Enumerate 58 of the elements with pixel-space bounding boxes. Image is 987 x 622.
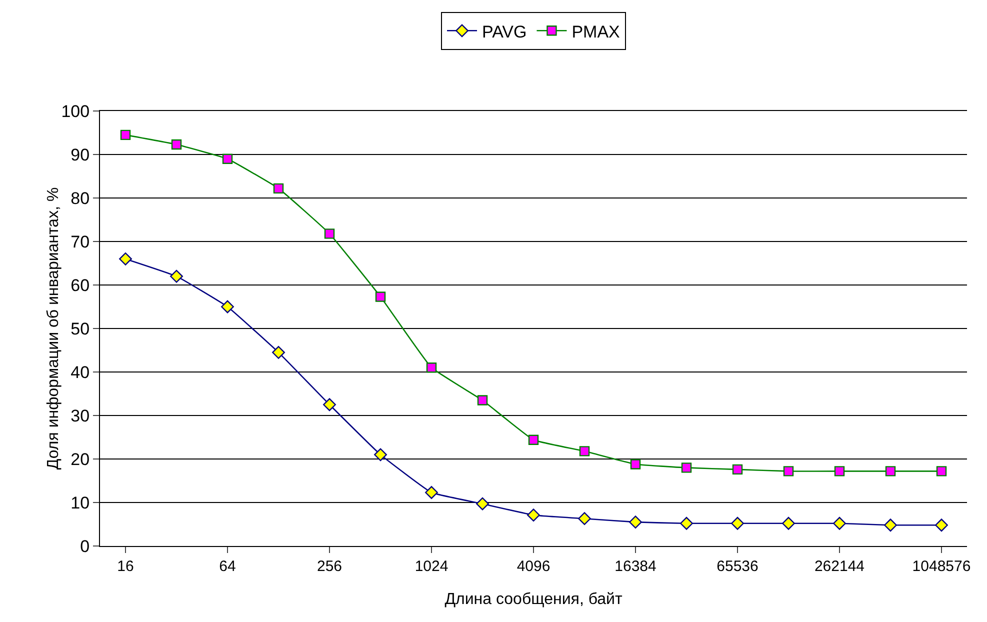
point [477, 395, 488, 406]
y-tick-label: 20 [70, 450, 90, 469]
x-tick-label: 4096 [516, 558, 550, 575]
point [374, 448, 387, 462]
y-tick-label: 40 [70, 362, 90, 382]
point [629, 516, 642, 529]
point [936, 466, 947, 476]
point [221, 300, 234, 314]
legend-label: PMAX [572, 22, 620, 42]
y-tick-label: 80 [70, 188, 90, 208]
point [375, 292, 386, 302]
x-tick-label: 16384 [614, 558, 656, 575]
point [273, 183, 284, 194]
y-tick-label: 90 [70, 145, 90, 164]
x-tick-label: 65536 [716, 558, 758, 575]
point [119, 252, 132, 266]
point [885, 466, 896, 476]
point [528, 434, 539, 445]
x-axis-title: Длина сообщения, байт [444, 591, 623, 608]
x-tick-label: 262144 [814, 558, 865, 575]
point [681, 462, 692, 473]
point [272, 346, 285, 359]
y-tick-label: 100 [61, 102, 90, 121]
point [782, 516, 795, 530]
point [732, 464, 743, 475]
y-tick-label: 70 [70, 232, 90, 252]
point [680, 516, 693, 530]
point [527, 508, 540, 522]
y-tick-label: 30 [70, 406, 90, 426]
point [935, 518, 948, 532]
x-tick-label: 256 [316, 558, 342, 575]
point [222, 154, 233, 164]
y-tick-label: 60 [70, 276, 90, 295]
x-tick-label: 1024 [414, 558, 448, 575]
x-tick-label: 1048576 [912, 558, 971, 575]
y-axis-title: Доля информации об инвариантах, % [45, 187, 62, 470]
point [170, 270, 183, 283]
point [884, 518, 897, 532]
x-tick-label: 64 [219, 558, 236, 575]
point [731, 516, 744, 530]
y-tick-label: 50 [70, 319, 90, 338]
x-tick-label: 16 [117, 558, 134, 575]
point [426, 362, 437, 373]
point [323, 398, 336, 412]
point [834, 466, 845, 476]
point [425, 486, 438, 499]
point [120, 130, 131, 140]
point [476, 497, 489, 510]
point [630, 459, 641, 470]
point [579, 446, 590, 456]
legend-label: PAVG [482, 22, 527, 42]
point [578, 512, 591, 526]
y-tick-label: 10 [70, 493, 90, 512]
point [783, 466, 794, 476]
point [833, 516, 846, 530]
point [171, 139, 182, 150]
point [324, 228, 335, 239]
y-tick-label: 0 [80, 536, 90, 556]
